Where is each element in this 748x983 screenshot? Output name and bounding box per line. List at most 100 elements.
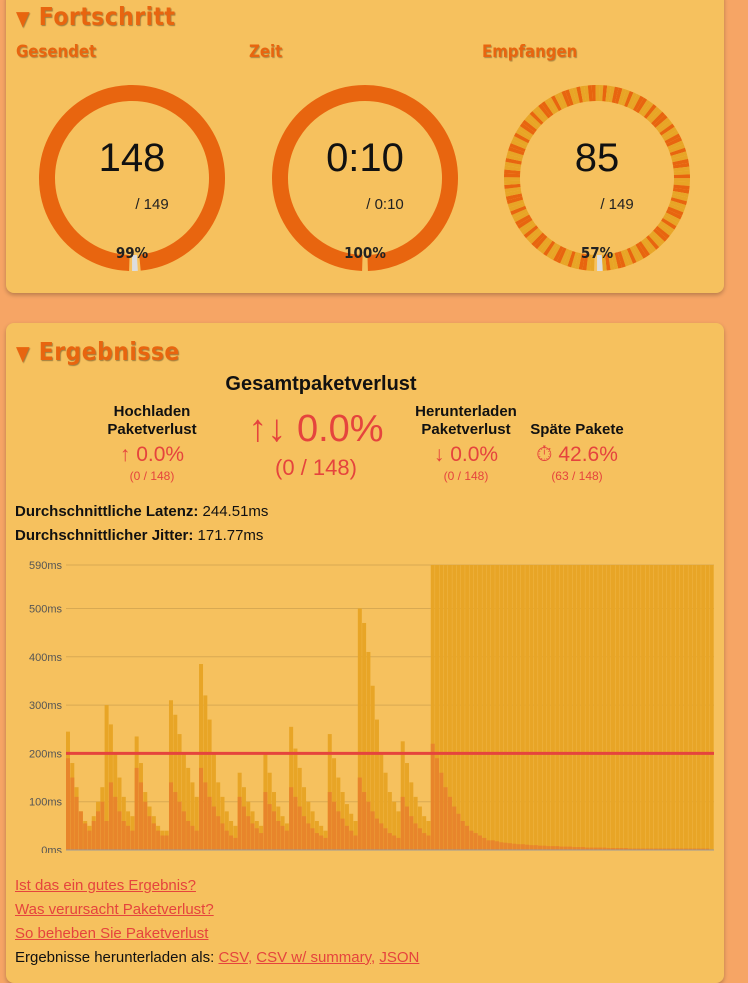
- results-panel: ▼Ergebnisse Gesamtpaketverlust Hochladen…: [6, 323, 724, 983]
- late-packets-count: (63 / 148): [520, 469, 634, 483]
- latency-bar: [705, 565, 709, 850]
- jitter-bar: [542, 846, 546, 850]
- latency-bar: [478, 565, 482, 850]
- total-loss-block: ↑↓ 0.0% (0 / 148): [216, 407, 416, 481]
- jitter-bar: [328, 792, 332, 850]
- latency-bar: [512, 565, 516, 850]
- jitter-bar: [379, 823, 383, 850]
- latency-bar: [628, 565, 632, 850]
- jitter-bar: [332, 802, 336, 850]
- latency-bar: [680, 565, 684, 850]
- latency-bar: [671, 565, 675, 850]
- received-value: 85: [497, 136, 697, 181]
- jitter-bar: [371, 811, 375, 850]
- jitter-bar: [148, 816, 152, 850]
- jitter-bar: [208, 797, 212, 850]
- latency-bar: [487, 565, 491, 850]
- jitter-bar: [508, 843, 512, 850]
- jitter-bar: [173, 792, 177, 850]
- jitter-bar: [555, 846, 559, 850]
- good-result-link[interactable]: Ist das ein gutes Ergebnis?: [15, 877, 196, 894]
- jitter-bar: [139, 782, 143, 850]
- latency-bar: [499, 565, 503, 850]
- latency-bar: [508, 565, 512, 850]
- cause-link[interactable]: Was verursacht Paketverlust?: [15, 901, 214, 918]
- y-tick-label: 0ms: [41, 845, 62, 853]
- upload-loss-block: Hochladen Paketverlust ↑ 0.0% (0 / 148): [84, 403, 220, 483]
- progress-section-toggle[interactable]: ▼ Fortschritt: [16, 2, 175, 31]
- y-tick-label: 400ms: [29, 652, 63, 664]
- jitter-bar: [315, 833, 319, 850]
- jitter-bar: [504, 843, 508, 850]
- jitter-bar: [259, 833, 263, 850]
- gauge-segment: [538, 114, 541, 116]
- jitter-bar: [495, 841, 499, 850]
- download-loss-block: Herunterladen Paketverlust ↓ 0.0% (0 / 1…: [404, 403, 528, 483]
- jitter-bar: [482, 838, 486, 850]
- gauge-segment: [575, 95, 578, 96]
- latency-label: Durchschnittliche Latenz:: [15, 503, 198, 520]
- y-tick-label: 200ms: [29, 748, 63, 760]
- jitter-bar: [517, 844, 521, 850]
- latency-bar: [491, 565, 495, 850]
- latency-bar: [457, 565, 461, 850]
- collapse-triangle-icon: ▼: [16, 6, 30, 30]
- gauge-segment: [659, 234, 661, 237]
- gauge-segment: [565, 98, 568, 99]
- latency-bar: [650, 565, 654, 850]
- latency-bar: [564, 565, 568, 850]
- latency-bar: [581, 565, 585, 850]
- gauge-segment: [662, 123, 664, 126]
- gauge-segment: [555, 102, 558, 104]
- updown-arrows-icon: ↑↓: [248, 408, 286, 450]
- jitter-bar: [182, 811, 186, 850]
- gauge-segment: [664, 228, 666, 231]
- latency-bar: [495, 565, 499, 850]
- gauge-segment: [670, 219, 672, 222]
- gauge-segment: [624, 97, 627, 98]
- time-total: / 0:10: [265, 196, 505, 213]
- jitter-bar: [547, 846, 551, 850]
- download-head-1: Herunterladen: [404, 403, 528, 421]
- latency-bar: [658, 565, 662, 850]
- jitter-bar: [538, 846, 542, 850]
- jitter-bar: [302, 816, 306, 850]
- y-tick-label: 590ms: [29, 560, 63, 572]
- jitter-bar: [83, 823, 87, 850]
- results-section-toggle[interactable]: ▼Ergebnisse: [16, 337, 180, 366]
- latency-bar: [641, 565, 645, 850]
- jitter-bar: [298, 807, 302, 850]
- total-loss-value: 0.0%: [297, 408, 384, 450]
- latency-bar: [654, 565, 658, 850]
- jitter-bar: [439, 773, 443, 850]
- results-title: Ergebnisse: [39, 337, 180, 366]
- jitter-bar: [289, 787, 293, 850]
- gauge-segment: [535, 117, 538, 120]
- latency-bar: [663, 565, 667, 850]
- latency-bar: [525, 565, 529, 850]
- gauge-segment: [649, 111, 652, 113]
- fix-link[interactable]: So beheben Sie Paketverlust: [15, 925, 208, 942]
- gauge-segment: [582, 94, 586, 95]
- jitter-bar: [435, 758, 439, 850]
- gauge-segment: [654, 239, 657, 241]
- gauge-segment: [532, 233, 534, 236]
- download-head-2: Paketverlust: [404, 421, 528, 439]
- gauge-segment: [656, 236, 658, 239]
- gauge-segment: [654, 115, 657, 117]
- gauge-segment: [657, 118, 659, 121]
- progress-title: Fortschritt: [39, 2, 176, 31]
- gauge-segment: [521, 215, 523, 218]
- jitter-bar: [135, 768, 139, 850]
- jitter-bar: [409, 816, 413, 850]
- json-link[interactable]: JSON: [379, 949, 419, 966]
- csv-link[interactable]: CSV: [218, 949, 247, 966]
- gauge-segment: [617, 95, 620, 96]
- latency-bar: [555, 565, 559, 850]
- csv-summary-link[interactable]: CSV w/ summary: [256, 949, 371, 966]
- jitter-bar: [126, 826, 130, 850]
- gauge-segment: [666, 225, 668, 228]
- gauge-segment: [610, 94, 614, 95]
- jitter-bar: [349, 831, 353, 850]
